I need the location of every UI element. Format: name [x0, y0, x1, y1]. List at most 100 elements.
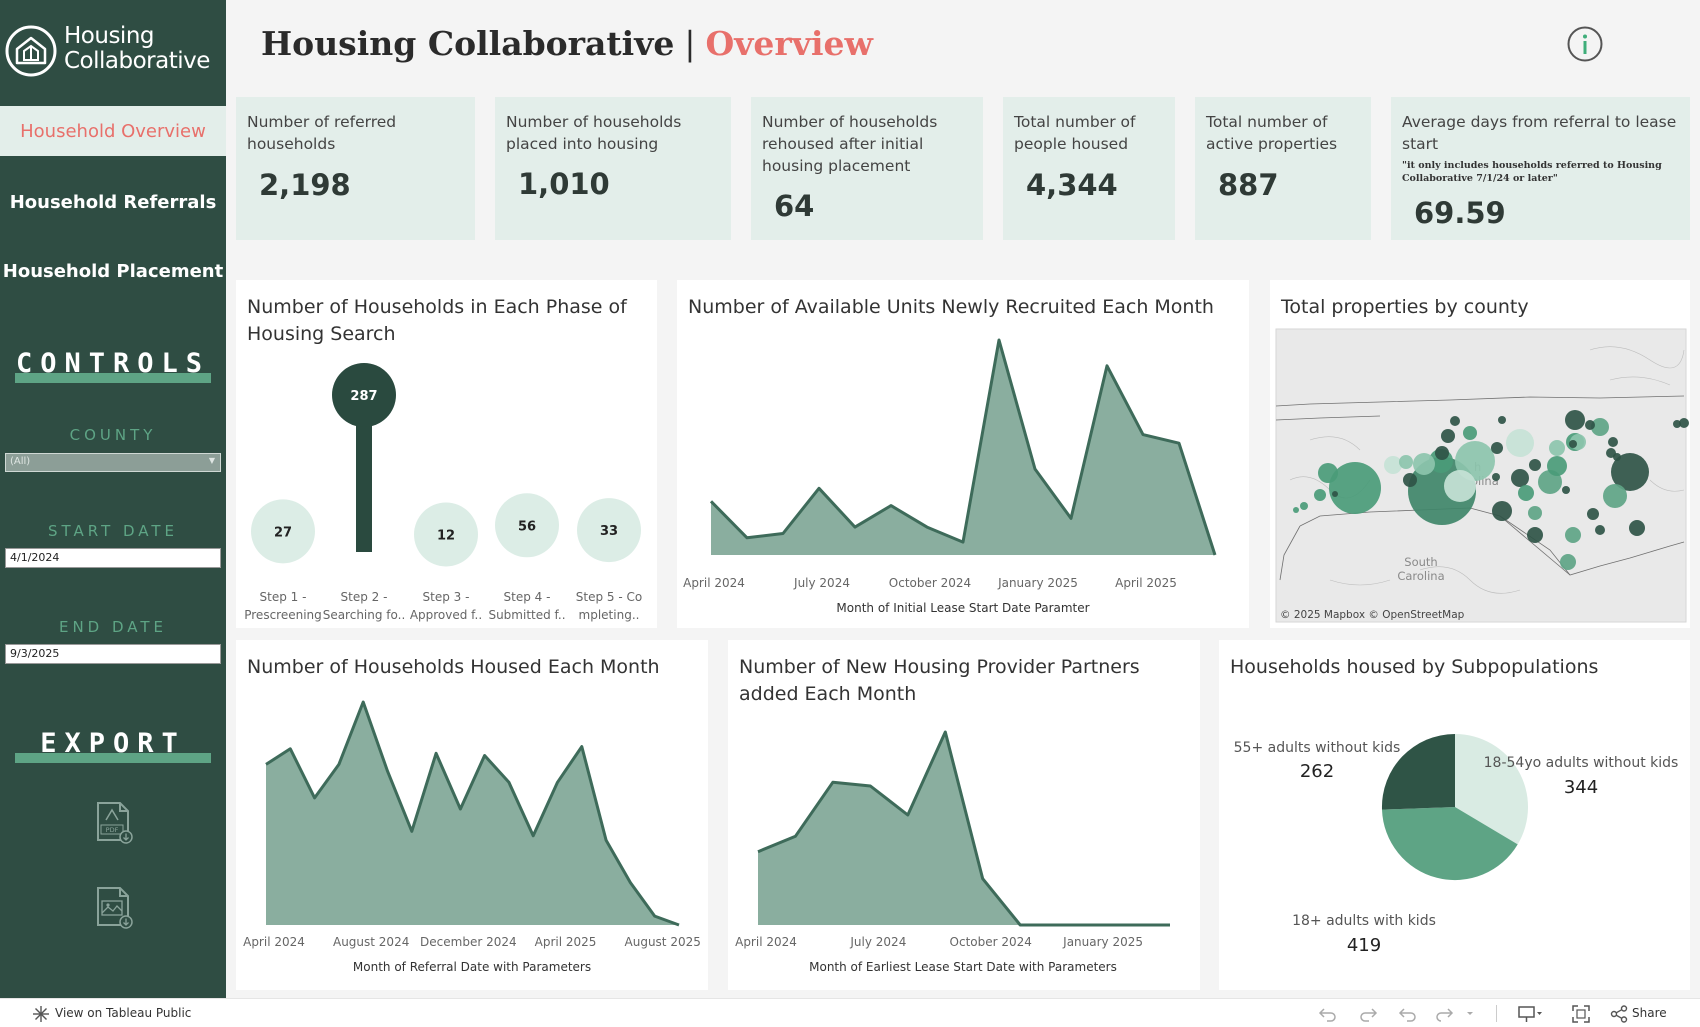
x-tick-label: April 2025 — [1115, 576, 1177, 590]
x-tick-label: April 2025 — [535, 935, 597, 949]
brand-line-1: Housing — [64, 23, 154, 49]
panel-title: Number of New Housing Provider Partners … — [739, 656, 1140, 705]
county-bubble[interactable] — [1492, 501, 1512, 521]
x-tick-label: Step 4 - — [504, 590, 551, 604]
x-tick-label: Searching fo.. — [323, 608, 406, 622]
units-chart: April 2024 July 2024 October 2024 January 2… — [683, 338, 1217, 615]
county-bubble[interactable] — [1565, 527, 1581, 543]
data-label: 287 — [350, 389, 377, 404]
map-attribution[interactable]: © 2025 Mapbox © OpenStreetMap — [1280, 609, 1465, 621]
kpi-label: Number of households placed into housing — [506, 113, 682, 153]
info-icon[interactable] — [1567, 26, 1603, 62]
county-bubble[interactable] — [1384, 456, 1402, 474]
data-label: 27 — [274, 525, 292, 540]
x-tick-label: mpleting.. — [579, 608, 640, 622]
county-bubble[interactable] — [1329, 462, 1381, 514]
county-bubble[interactable] — [1435, 446, 1449, 460]
panel-title: Households housed by Subpopulations — [1230, 656, 1599, 678]
county-bubble[interactable] — [1506, 429, 1534, 457]
area-fill — [711, 340, 1215, 555]
brand-line-2: Collaborative — [64, 48, 210, 74]
controls-title-bar — [15, 373, 211, 383]
county-bubble[interactable] — [1293, 507, 1299, 513]
share-button[interactable]: Share — [1632, 1006, 1667, 1020]
county-bubble[interactable] — [1450, 416, 1460, 426]
kpi-value: 64 — [774, 189, 815, 223]
county-bubble[interactable] — [1463, 426, 1477, 440]
county-bubble[interactable] — [1399, 455, 1413, 469]
lollipop-bubble — [495, 493, 559, 558]
redo-icon[interactable] — [1358, 1005, 1378, 1023]
x-tick-label: August 2024 — [333, 935, 409, 949]
kpi-average-days: Average days from referral to lease star… — [1391, 97, 1690, 240]
refresh-icon[interactable] — [1434, 1005, 1454, 1023]
county-bubble[interactable] — [1613, 453, 1621, 461]
page-title: Housing Collaborative | Overview — [261, 24, 873, 63]
county-bubble[interactable] — [1679, 418, 1689, 428]
county-bubble[interactable] — [1314, 489, 1326, 501]
county-bubble[interactable] — [1528, 506, 1542, 520]
county-bubble[interactable] — [1603, 484, 1627, 508]
nav-household-referrals[interactable]: Household Referrals — [9, 192, 217, 213]
panel-title: Number of Available Units Newly Recruite… — [688, 296, 1214, 318]
county-bubble[interactable] — [1549, 440, 1565, 456]
county-bubble[interactable] — [1403, 473, 1417, 487]
county-bubble[interactable] — [1444, 470, 1476, 502]
brand-name: Housing Collaborative — [64, 24, 210, 74]
county-bubble[interactable] — [1608, 437, 1618, 447]
export-image-icon[interactable] — [94, 885, 134, 931]
pie-slice — [1382, 807, 1518, 881]
county-bubble[interactable] — [1491, 442, 1503, 454]
county-bubble[interactable] — [1585, 420, 1595, 430]
county-bubble[interactable] — [1560, 554, 1576, 570]
presentation-icon[interactable] — [1517, 1005, 1543, 1023]
start-date-input[interactable]: 4/1/2024 — [5, 548, 221, 568]
county-bubble[interactable] — [1591, 418, 1609, 436]
kpi-label: Total number of active properties — [1206, 113, 1338, 153]
county-bubble[interactable] — [1441, 429, 1455, 443]
x-tick-label: Step 3 - — [423, 590, 470, 604]
pie-value: 344 — [1564, 777, 1598, 798]
x-tick-label: Step 2 - — [341, 590, 388, 604]
x-tick-label: October 2024 — [950, 935, 1032, 949]
chevron-down-icon[interactable] — [1465, 1005, 1475, 1023]
x-tick-label: April 2024 — [243, 935, 305, 949]
x-tick-label: Step 5 - Co — [576, 590, 642, 604]
county-bubble[interactable] — [1300, 502, 1308, 510]
county-map[interactable]: South Carolina h olina — [1270, 280, 1690, 628]
share-icon[interactable] — [1610, 1005, 1628, 1023]
x-tick-label: December 2024 — [420, 935, 517, 949]
county-bubble[interactable] — [1611, 453, 1649, 491]
x-tick-label: Submitted f.. — [488, 608, 565, 622]
county-bubble[interactable] — [1498, 416, 1506, 424]
kpi-referred-households: Number of referred households 2,198 — [236, 97, 475, 240]
county-bubble[interactable] — [1318, 463, 1338, 483]
county-bubble[interactable] — [1673, 420, 1681, 428]
county-bubble[interactable] — [1413, 453, 1435, 475]
county-dropdown[interactable]: (All) ▼ — [5, 453, 221, 472]
export-pdf-icon[interactable]: PDF — [94, 800, 134, 846]
county-bubble[interactable] — [1492, 473, 1500, 481]
county-bubble[interactable] — [1569, 440, 1577, 448]
county-bubble[interactable] — [1332, 491, 1338, 497]
county-bubble[interactable] — [1547, 456, 1567, 476]
county-bubble[interactable] — [1587, 508, 1599, 520]
nav-household-placement[interactable]: Household Placement — [2, 261, 224, 282]
county-bubble[interactable] — [1538, 470, 1562, 494]
end-date-input[interactable]: 9/3/2025 — [5, 644, 221, 664]
county-bubble[interactable] — [1562, 486, 1570, 494]
panel-title: Total properties by county — [1281, 296, 1529, 318]
county-bubble[interactable] — [1527, 527, 1543, 543]
county-bubble[interactable] — [1595, 525, 1605, 535]
county-bubble[interactable] — [1629, 520, 1645, 536]
county-bubble[interactable] — [1511, 469, 1529, 487]
panel-title: Number of Households Housed Each Month — [247, 656, 660, 678]
fullscreen-icon[interactable] — [1572, 1005, 1590, 1023]
revert-icon[interactable] — [1398, 1005, 1418, 1023]
nav-household-overview[interactable]: Household Overview — [0, 106, 226, 156]
view-on-tableau-link[interactable]: View on Tableau Public — [55, 1006, 192, 1020]
county-bubble[interactable] — [1518, 485, 1534, 501]
county-bubble[interactable] — [1529, 459, 1541, 471]
undo-icon[interactable] — [1318, 1005, 1338, 1023]
county-bubble[interactable] — [1565, 410, 1585, 430]
